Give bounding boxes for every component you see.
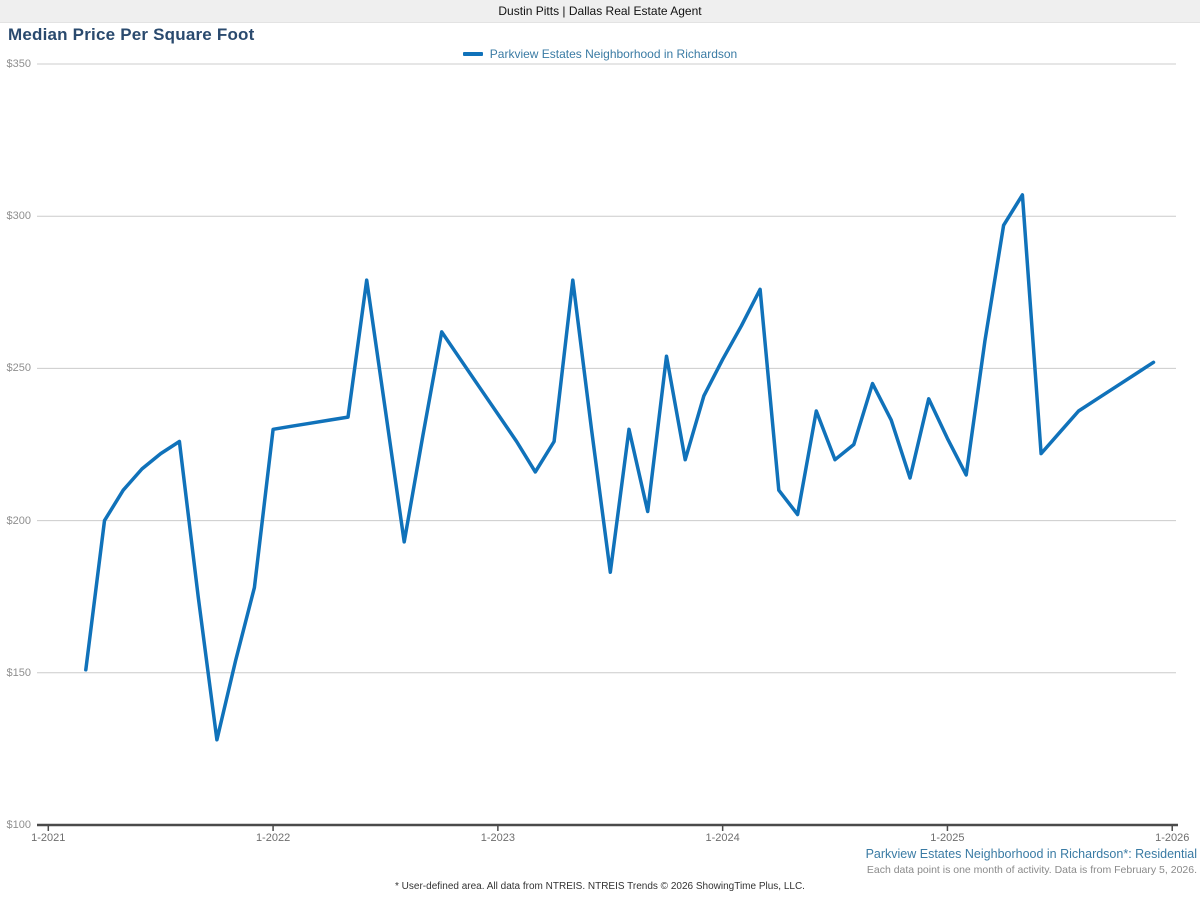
- y-tick-label: $150: [6, 666, 31, 679]
- x-tick-label: 1-2024: [705, 832, 740, 844]
- chart-title: Median Price Per Square Foot: [8, 25, 255, 44]
- y-tick-label: $100: [6, 819, 31, 831]
- period-note: Each data point is one month of activity…: [866, 864, 1197, 876]
- legend-line-swatch-icon: [462, 52, 483, 56]
- disclaimer-note: * User-defined area. All data from NTREI…: [395, 881, 805, 892]
- chart-legend: Parkview Estates Neighborhood in Richard…: [0, 46, 1200, 62]
- y-tick-label: $200: [6, 514, 31, 527]
- x-tick-label: 1-2021: [31, 832, 66, 844]
- x-tick-label: 1-2026: [1155, 832, 1190, 844]
- x-tick-label: 1-2025: [930, 832, 965, 844]
- y-tick-label: $250: [6, 362, 31, 375]
- price-series-line: [84, 193, 1156, 742]
- y-tick-label: $350: [6, 58, 31, 70]
- series-note: Parkview Estates Neighborhood in Richard…: [865, 847, 1197, 861]
- y-tick-label: $300: [6, 210, 31, 223]
- agent-banner-text: Dustin Pitts | Dallas Real Estate Agent: [498, 4, 702, 18]
- legend-label: Parkview Estates Neighborhood in Richard…: [489, 47, 738, 61]
- agent-banner: Dustin Pitts | Dallas Real Estate Agent: [0, 0, 1200, 23]
- x-tick-label: 1-2023: [480, 832, 515, 844]
- x-tick-label: 1-2022: [255, 832, 291, 844]
